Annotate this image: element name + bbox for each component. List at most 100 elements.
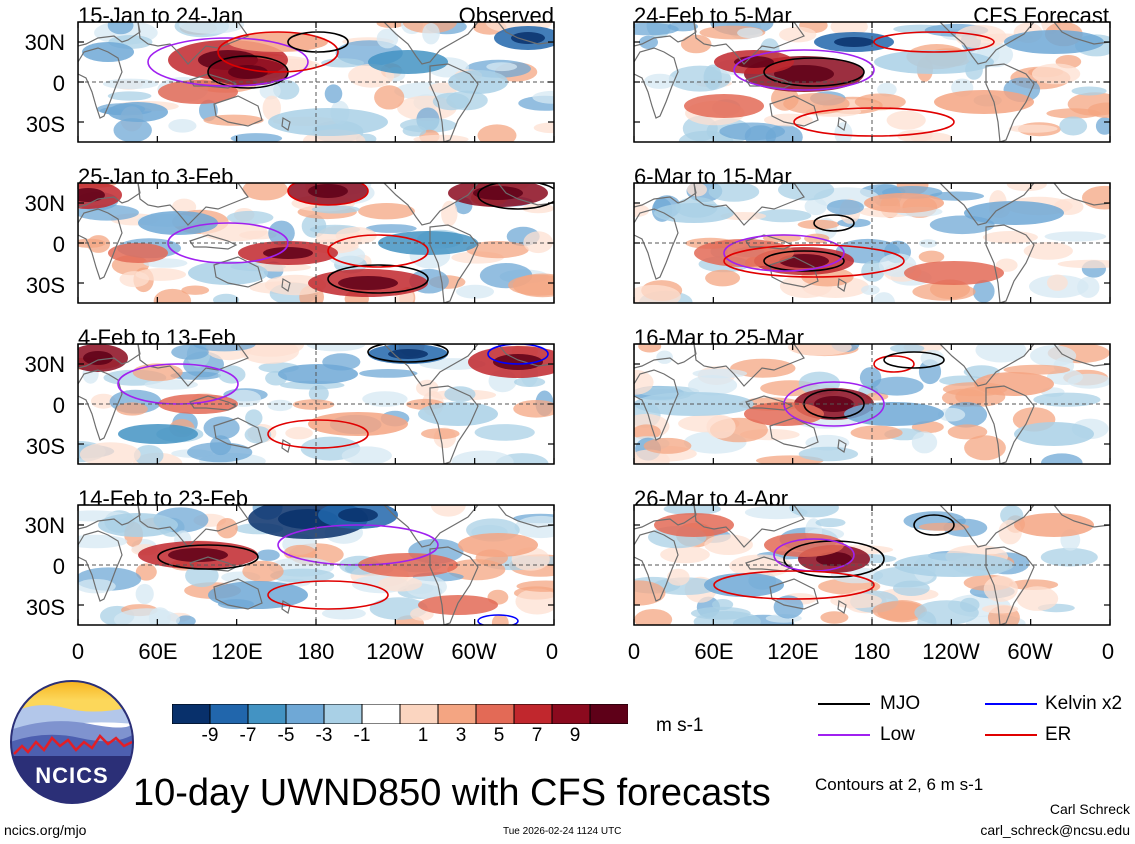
colorbar-label: -9 xyxy=(201,725,219,746)
anomaly-blob xyxy=(947,424,988,440)
coastline xyxy=(985,385,1035,464)
anomaly-core xyxy=(493,354,543,370)
anomaly-blob xyxy=(651,577,719,595)
coastline xyxy=(693,505,805,548)
anomaly-blob xyxy=(1087,102,1110,118)
anomaly-core xyxy=(816,552,852,566)
wave-contour xyxy=(793,107,955,137)
colorbar-swatch xyxy=(437,704,477,724)
anomaly-blob xyxy=(850,425,903,440)
anomaly-blob xyxy=(522,203,554,214)
wave-contour xyxy=(157,544,259,570)
coastline xyxy=(78,208,123,280)
anomaly-blob xyxy=(376,28,399,49)
anomaly-map xyxy=(633,182,1111,304)
colorbar-swatch xyxy=(551,704,591,724)
anomaly-blob xyxy=(213,293,240,303)
kelvin-line-swatch xyxy=(985,703,1037,705)
anomaly-blob xyxy=(861,285,880,295)
footer-url[interactable]: ncics.org/mjo xyxy=(4,822,87,838)
anomaly-blob xyxy=(362,391,408,407)
anomaly-blob xyxy=(138,211,218,235)
anomaly-blob xyxy=(486,62,518,72)
coastline xyxy=(985,546,1035,625)
anomaly-blob xyxy=(638,344,662,353)
panel-forecast-3: 16-Mar to 25-Mar xyxy=(556,322,1131,482)
anomaly-blob xyxy=(779,26,817,43)
wave-contour xyxy=(477,614,519,625)
anomaly-blob xyxy=(474,424,535,441)
anomaly-blob xyxy=(854,93,906,111)
wave-contour xyxy=(723,244,905,278)
anomaly-blob xyxy=(1082,185,1110,210)
lat-label-30s: 30S xyxy=(25,273,65,298)
anomaly-blob xyxy=(1057,259,1110,269)
anomaly-blob xyxy=(358,203,415,220)
colorbar-label: -3 xyxy=(315,725,333,746)
lat-label-30s: 30S xyxy=(25,112,65,137)
wave-contour xyxy=(723,234,845,272)
coastlines xyxy=(78,183,554,303)
anomaly-blob xyxy=(278,364,358,384)
anomaly-blob xyxy=(308,412,408,436)
panel-period-title: 6-Mar to 15-Mar xyxy=(634,164,792,189)
anomaly-blob xyxy=(773,595,804,619)
anomaly-blob xyxy=(116,402,148,416)
anomaly-blob xyxy=(514,515,554,539)
anomaly-blob xyxy=(135,563,157,581)
coastline xyxy=(693,344,805,387)
anomaly-blob xyxy=(708,183,760,202)
wave-contour xyxy=(813,214,855,232)
legend-label: ER xyxy=(1045,724,1072,745)
coastlines xyxy=(634,505,1110,625)
anomaly-blob xyxy=(654,513,734,537)
anomaly-blob xyxy=(1004,30,1104,54)
wave-contour xyxy=(217,31,339,73)
anomaly-blob xyxy=(216,518,238,539)
colorbar-swatch xyxy=(285,704,325,724)
colorbar-swatch xyxy=(399,704,439,724)
anomaly-blob xyxy=(886,110,926,130)
coastline xyxy=(429,224,479,303)
colorbar-swatch xyxy=(513,704,553,724)
coastlines xyxy=(78,22,554,142)
anomaly-blob xyxy=(118,424,198,444)
anomaly-blob xyxy=(830,593,882,609)
coastline xyxy=(281,117,291,131)
coastline xyxy=(769,578,819,610)
anomaly-blob xyxy=(737,27,763,39)
wave-contour xyxy=(477,183,554,210)
anomaly-blob xyxy=(704,573,784,597)
anomaly-blob xyxy=(170,371,221,380)
panel-period-title: 24-Feb to 5-Mar xyxy=(634,3,792,28)
footer-email[interactable]: carl_schreck@ncsu.edu xyxy=(980,822,1130,838)
anomaly-blob xyxy=(311,205,360,214)
anomaly-blob xyxy=(643,437,692,454)
coastline xyxy=(1053,183,1110,206)
coastline xyxy=(429,546,479,625)
anomaly-map xyxy=(633,343,1111,465)
lat-label-30s: 30S xyxy=(25,434,65,459)
contour-note: Contours at 2, 6 m s-1 xyxy=(815,775,984,794)
anomaly-blob xyxy=(983,575,1018,602)
anomaly-blob xyxy=(704,534,753,555)
anomaly-blob xyxy=(937,407,966,422)
anomaly-blob xyxy=(378,576,423,592)
anomaly-core xyxy=(388,349,428,359)
anomaly-blob xyxy=(458,533,538,557)
anomaly-blob xyxy=(444,386,476,403)
coastline xyxy=(1053,22,1110,45)
anomaly-blob xyxy=(228,32,328,52)
coastline xyxy=(78,369,123,441)
colorbar-label: 7 xyxy=(531,725,543,746)
lon-label: 120W xyxy=(366,639,424,664)
anomaly-blob xyxy=(872,292,895,303)
anomaly-map xyxy=(633,21,1111,143)
wave-contour xyxy=(733,49,875,91)
anomaly-blob xyxy=(941,388,987,407)
anomaly-map xyxy=(633,504,1111,626)
anomaly-blob xyxy=(413,134,469,142)
anomaly-blob xyxy=(1023,242,1073,260)
wave-contour xyxy=(883,351,945,369)
anomaly-blob xyxy=(132,363,183,382)
